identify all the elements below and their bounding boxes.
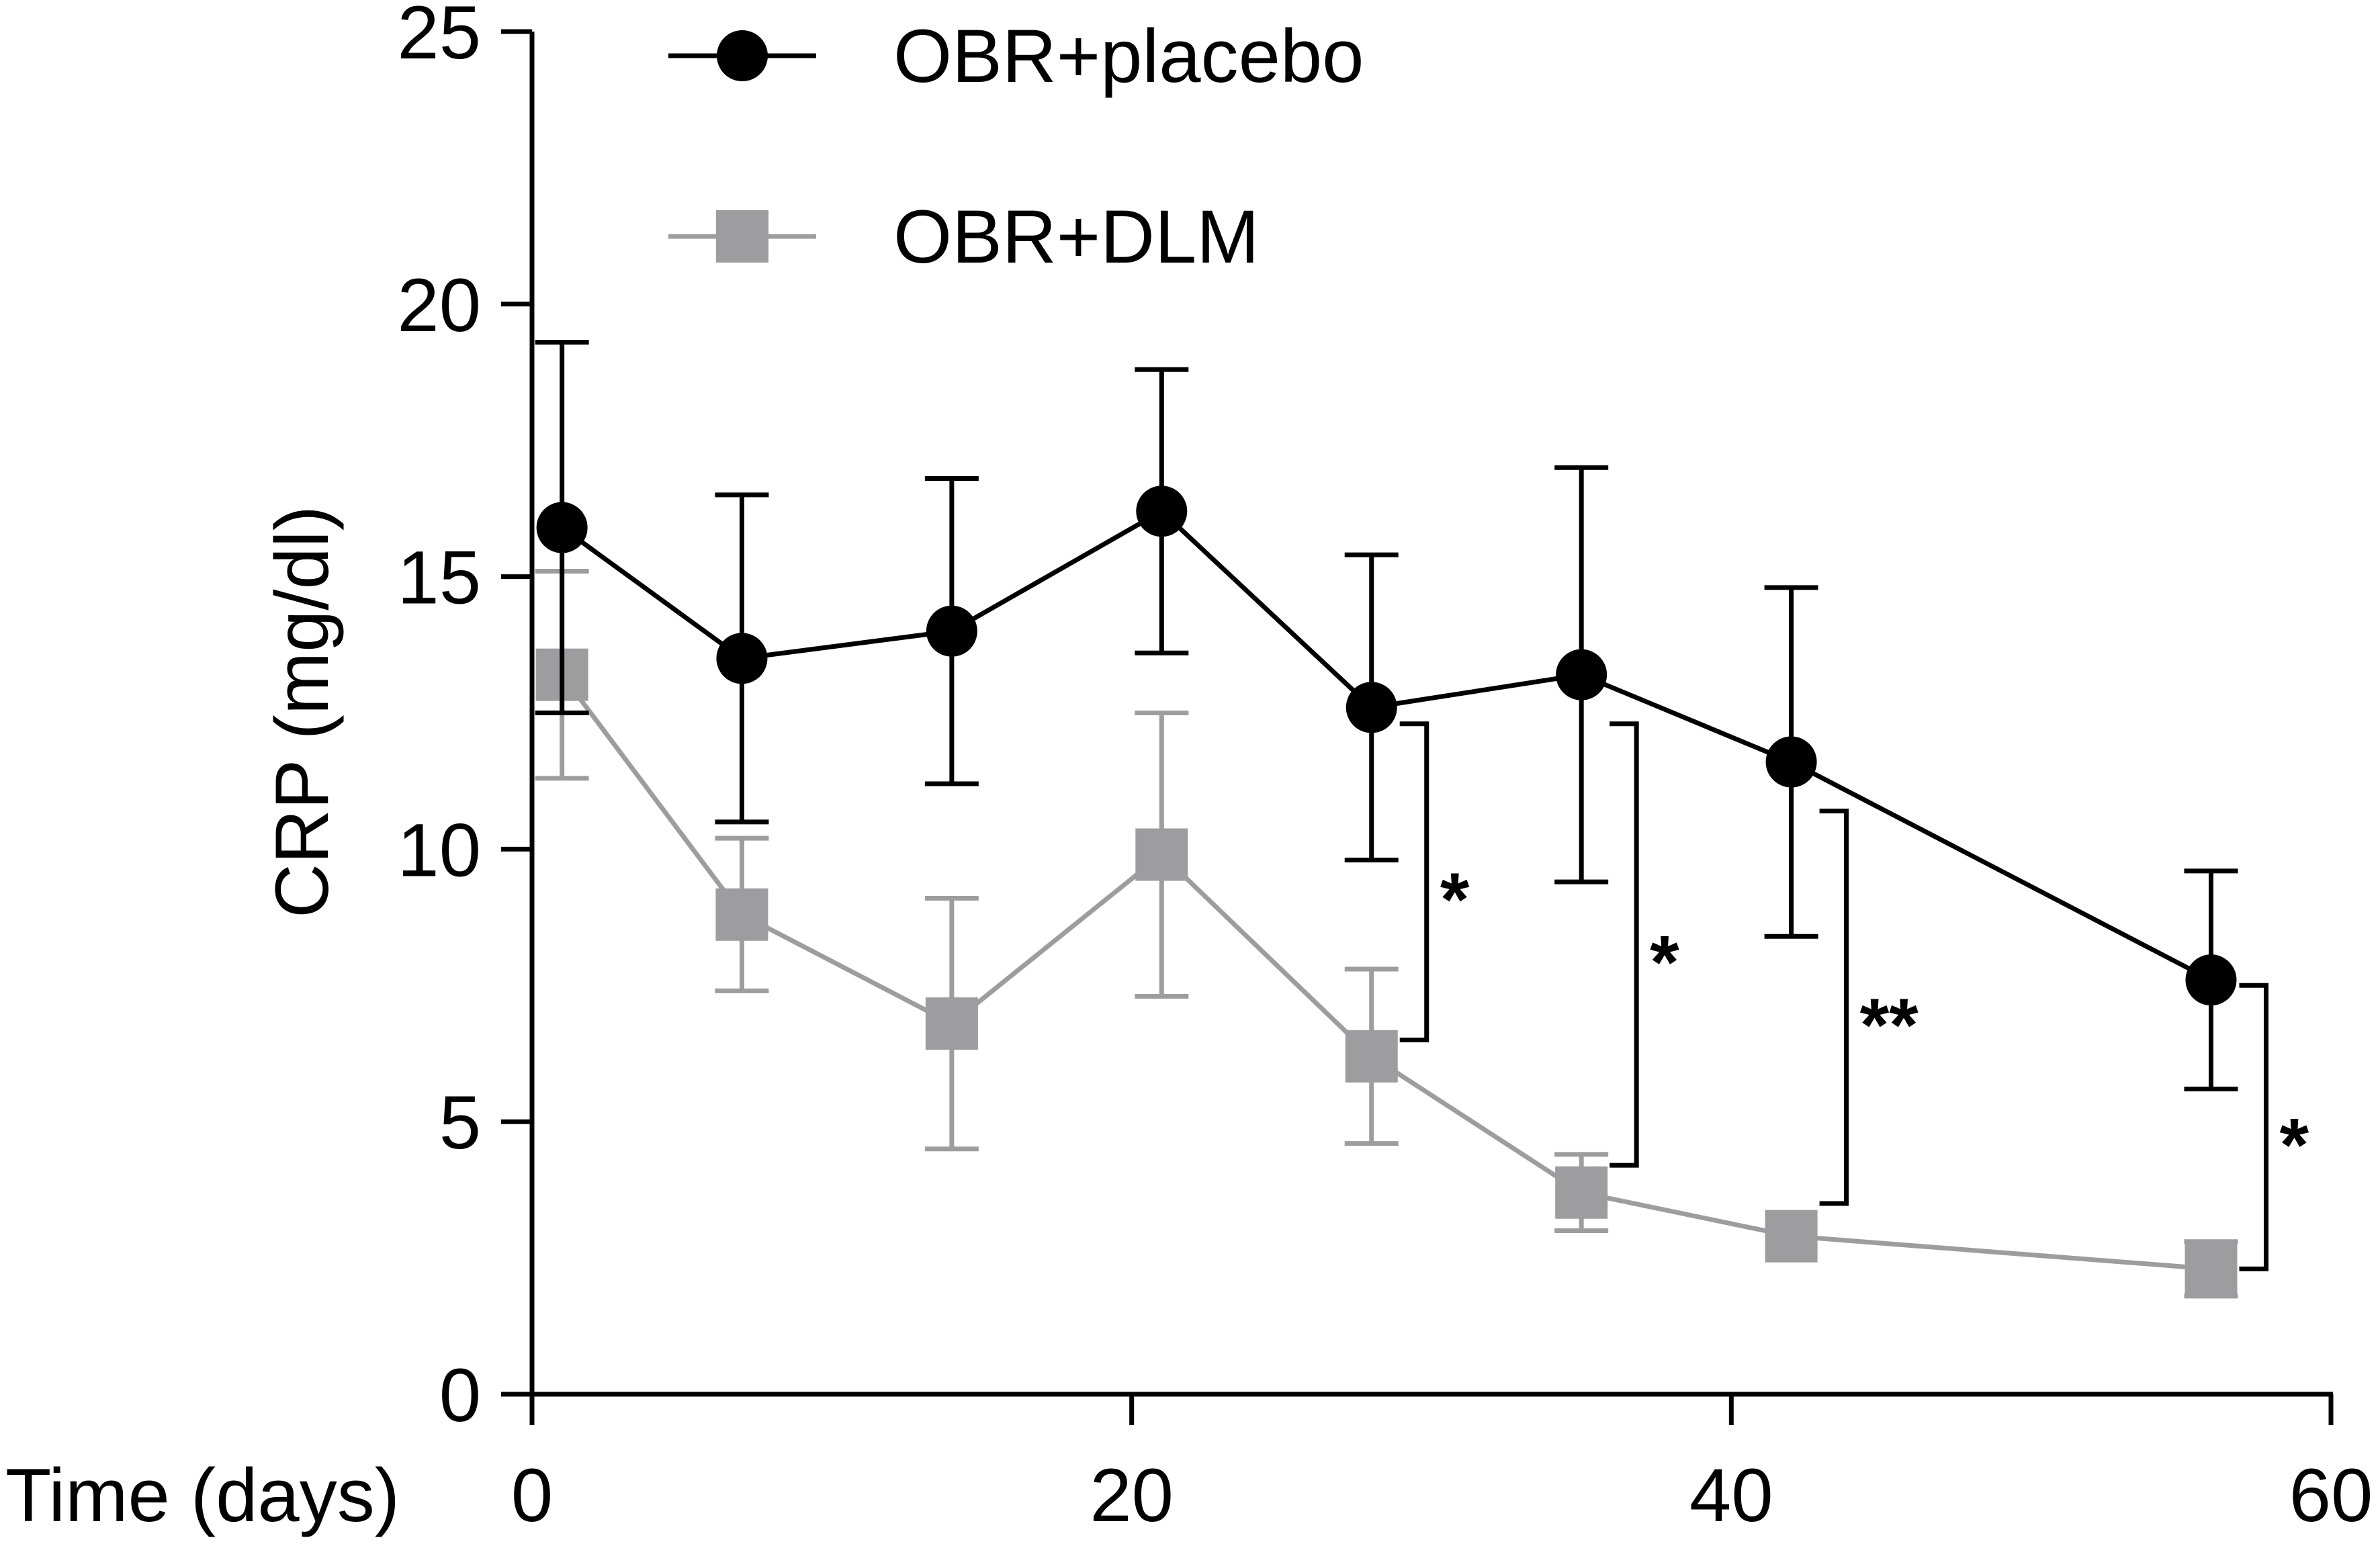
y-tick-label: 0 — [439, 1353, 481, 1437]
data-point-placebo — [1765, 736, 1817, 788]
legend-marker-placebo — [717, 30, 768, 81]
data-point-dlm — [2185, 1242, 2238, 1296]
data-point-placebo — [2185, 954, 2237, 1006]
data-point-dlm — [1555, 1166, 1608, 1219]
series-line-0 — [560, 508, 2213, 983]
y-tick-label: 20 — [397, 263, 481, 347]
axis-ticks: 0 5 10 15 20 25 0 20 40 60 — [397, 0, 2373, 1537]
data-point-dlm — [1765, 1210, 1818, 1263]
data-point-dlm — [715, 888, 768, 941]
data-point-dlm — [1135, 828, 1188, 881]
data-point-placebo — [1136, 486, 1188, 537]
legend-label-dlm: OBR+DLM — [893, 195, 1260, 279]
y-tick-label: 25 — [397, 0, 481, 75]
significance-bracket — [1819, 809, 1849, 1206]
data-point-placebo — [1556, 649, 1607, 700]
significance-bracket — [1610, 721, 1639, 1168]
data-point-dlm — [1345, 1030, 1398, 1083]
y-tick-label: 10 — [397, 808, 481, 892]
data-point-dlm — [925, 997, 978, 1050]
x-tick-label: 40 — [1689, 1453, 1773, 1537]
significance-bracket — [1399, 721, 1429, 1042]
x-axis-title: Time (days) — [5, 1453, 400, 1537]
significance-label: * — [1650, 920, 1679, 1004]
y-axis-title: CRP (mg/dl) — [260, 506, 344, 918]
x-tick-label: 60 — [2289, 1453, 2373, 1537]
data-point-placebo — [536, 502, 588, 553]
significance-label: ** — [1860, 983, 1919, 1067]
data-point-placebo — [716, 633, 768, 684]
significance-label: * — [2279, 1103, 2309, 1187]
significance-bracket — [2239, 983, 2268, 1271]
legend-marker-dlm — [716, 210, 768, 263]
series-line-1 — [560, 673, 2211, 1271]
x-tick-label: 0 — [511, 1453, 553, 1537]
x-tick-label: 20 — [1090, 1453, 1174, 1537]
data-point-placebo — [1346, 682, 1397, 733]
y-tick-label: 5 — [439, 1081, 481, 1165]
data-point-placebo — [926, 605, 977, 657]
significance-label: * — [1440, 858, 1470, 942]
legend-label-placebo: OBR+placebo — [893, 14, 1364, 98]
plot-marks: ***** — [535, 340, 2309, 1299]
legend: OBR+placebo OBR+DLM — [668, 14, 1364, 279]
y-tick-label: 15 — [397, 536, 481, 620]
